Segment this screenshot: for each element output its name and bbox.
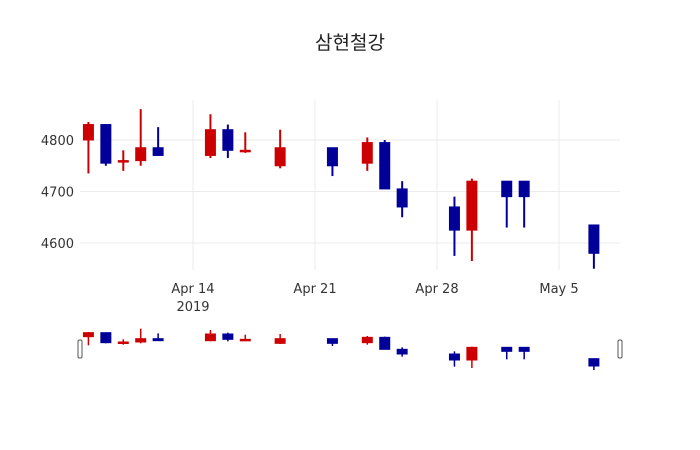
candle: [588, 358, 600, 370]
candle: [448, 351, 460, 367]
candle: [588, 224, 600, 269]
candle: [152, 333, 164, 342]
candle: [326, 338, 338, 346]
candle: [82, 121, 94, 174]
candle: [518, 346, 530, 360]
candle: [501, 180, 513, 228]
candle: [100, 124, 112, 166]
x-tick-label: Apr 14: [171, 282, 214, 297]
y-tick-label: 4600: [41, 237, 74, 252]
candle: [82, 332, 94, 346]
candle: [135, 328, 147, 344]
y-tick-label: 4700: [41, 186, 74, 201]
candle: [396, 347, 408, 357]
range-slider-left-handle[interactable]: [77, 339, 83, 359]
candle: [448, 196, 460, 256]
candle: [274, 129, 286, 169]
candle: [501, 346, 513, 360]
candle: [117, 339, 129, 345]
candle: [204, 330, 216, 342]
candle: [222, 124, 234, 159]
y-axis: 4600 4700 4800: [41, 134, 74, 252]
x-axis: Apr 14 2019 Apr 21 Apr 28 May 5: [171, 282, 578, 315]
candles: [82, 109, 600, 269]
candle: [466, 178, 478, 262]
candle: [100, 332, 112, 344]
candle: [222, 332, 234, 342]
chart-title: 삼현철강: [315, 32, 385, 54]
range-slider-right-handle[interactable]: [617, 339, 623, 359]
candle: [135, 109, 147, 166]
candle: [466, 346, 478, 368]
x-tick-label: May 5: [539, 282, 578, 297]
candle: [326, 147, 338, 177]
candle: [204, 114, 216, 159]
x-tick-label: Apr 28: [415, 282, 458, 297]
candle: [379, 336, 391, 350]
candle: [396, 181, 408, 218]
y-tick-label: 4800: [41, 134, 74, 149]
candle: [361, 336, 373, 345]
candle: [274, 334, 286, 344]
gridlines: [80, 100, 620, 270]
x-tick-label: Apr 21: [293, 282, 336, 297]
range-slider[interactable]: [77, 328, 623, 370]
range-slider-preview: [82, 328, 600, 370]
candle: [361, 137, 373, 171]
candle: [117, 150, 129, 171]
candle: [379, 140, 391, 190]
candle: [152, 127, 164, 156]
candle: [239, 334, 251, 342]
candle: [518, 180, 530, 228]
candle: [239, 132, 251, 153]
x-tick-year: 2019: [176, 300, 209, 315]
